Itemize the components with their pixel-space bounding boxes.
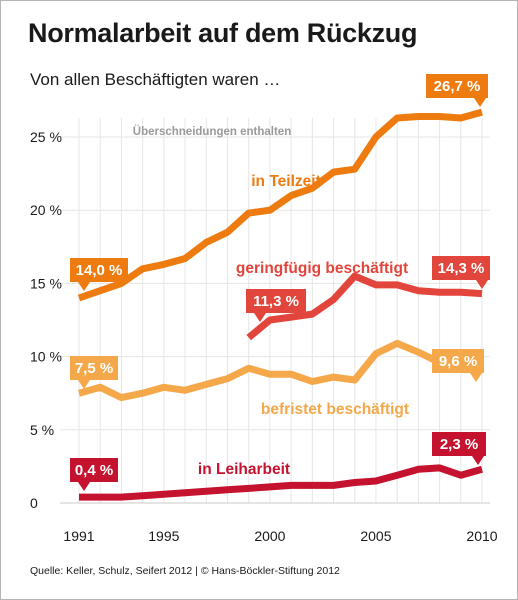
x-tick-label: 1995 <box>148 528 179 544</box>
callout-pointer <box>254 313 266 322</box>
y-tick-label: 20 % <box>30 202 62 218</box>
callout-box <box>70 458 118 482</box>
callout-label: 26,7 % <box>434 78 481 95</box>
x-tick-label: 2000 <box>254 528 285 544</box>
value-callout: 26,7 % <box>426 74 488 107</box>
callout-box <box>70 356 118 380</box>
callout-pointer <box>78 482 90 491</box>
series-line <box>79 464 483 501</box>
callout-pointer <box>78 380 90 389</box>
y-tick-label: 0 <box>30 495 38 511</box>
series-line <box>78 339 483 402</box>
callout-pointer <box>78 282 90 291</box>
callout-label: 9,6 % <box>439 353 477 370</box>
x-tick-label: 2010 <box>466 528 497 544</box>
callout-label: 7,5 % <box>75 360 113 377</box>
chart-subtitle: Von allen Beschäftigten waren … <box>30 70 281 89</box>
callout-box <box>70 258 128 282</box>
callout-label: 14,0 % <box>76 262 123 279</box>
value-callout: 7,5 % <box>70 356 118 389</box>
y-tick-label: 15 % <box>30 275 62 291</box>
callout-label: 0,4 % <box>75 462 113 479</box>
x-tick-label: 2005 <box>360 528 391 544</box>
callout-box <box>246 289 306 313</box>
y-tick-label: 5 % <box>30 422 54 438</box>
callout-box <box>426 74 488 98</box>
value-callout: 14,0 % <box>70 258 128 291</box>
note-text: Überschneidungen enthalten <box>133 125 291 138</box>
value-callout: 2,3 % <box>432 432 486 465</box>
series-line <box>246 272 483 341</box>
series-line <box>77 108 483 302</box>
value-callout: 9,6 % <box>432 349 484 382</box>
callout-pointer <box>474 98 486 107</box>
y-tick-label: 10 % <box>30 349 62 365</box>
value-callout: 0,4 % <box>70 458 118 491</box>
series-name-label: befristet beschäftigt <box>261 401 409 418</box>
callout-pointer <box>472 456 484 465</box>
chart-title: Normalarbeit auf dem Rückzug <box>28 18 418 48</box>
series-name-label: in Leiharbeit <box>198 461 290 478</box>
value-callout: 11,3 % <box>246 289 306 322</box>
callout-label: 11,3 % <box>253 293 299 310</box>
callout-box <box>432 349 484 373</box>
callout-box <box>432 432 486 456</box>
callout-label: 14,3 % <box>438 260 485 277</box>
callout-pointer <box>470 373 482 382</box>
y-tick-label: 25 % <box>30 129 62 145</box>
x-tick-label: 1991 <box>63 528 94 544</box>
callout-pointer <box>476 280 488 289</box>
source-footer: Quelle: Keller, Schulz, Seifert 2012 | ©… <box>30 565 340 577</box>
callout-box <box>432 256 490 280</box>
value-callout: 14,3 % <box>432 256 490 289</box>
callout-label: 2,3 % <box>440 436 478 453</box>
series-name-label: in Teilzeit <box>251 173 320 190</box>
series-name-label: geringfügig beschäftigt <box>236 260 408 277</box>
